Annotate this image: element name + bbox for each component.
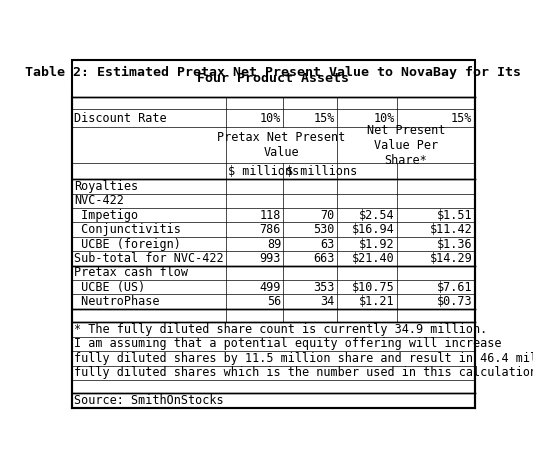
Text: Royalties: Royalties	[74, 180, 138, 193]
Text: $11.42: $11.42	[430, 223, 472, 236]
Text: $21.40: $21.40	[352, 252, 394, 265]
Text: Conjunctivitis: Conjunctivitis	[74, 223, 181, 236]
Text: fully diluted shares by 11.5 million share and result in 46.4 million: fully diluted shares by 11.5 million sha…	[74, 352, 533, 365]
Text: Discount Rate: Discount Rate	[74, 112, 167, 125]
Text: $ millions: $ millions	[228, 165, 300, 178]
Text: Pretax Net Present
Value: Pretax Net Present Value	[217, 131, 345, 159]
Text: Pretax cash flow: Pretax cash flow	[74, 266, 188, 279]
Text: 70: 70	[320, 209, 335, 222]
Text: Net Present
Value Per
Share*: Net Present Value Per Share*	[367, 124, 445, 167]
Text: 786: 786	[260, 223, 281, 236]
Text: UCBE (foreign): UCBE (foreign)	[74, 238, 181, 250]
Text: 499: 499	[260, 281, 281, 294]
Text: Source: SmithOnStocks: Source: SmithOnStocks	[74, 394, 224, 407]
Text: $16.94: $16.94	[352, 223, 394, 236]
Text: Impetigo: Impetigo	[74, 209, 138, 222]
Text: $2.54: $2.54	[359, 209, 394, 222]
Text: $10.75: $10.75	[352, 281, 394, 294]
Text: 353: 353	[313, 281, 335, 294]
Text: * The fully diluted share count is currently 34.9 million.: * The fully diluted share count is curre…	[74, 323, 487, 336]
Text: 663: 663	[313, 252, 335, 265]
Text: 993: 993	[260, 252, 281, 265]
Text: $1.92: $1.92	[359, 238, 394, 250]
Text: 34: 34	[320, 295, 335, 308]
Text: $0.73: $0.73	[437, 295, 472, 308]
Text: 63: 63	[320, 238, 335, 250]
Text: 530: 530	[313, 223, 335, 236]
Text: 56: 56	[266, 295, 281, 308]
Text: NeutroPhase: NeutroPhase	[74, 295, 159, 308]
Text: 10%: 10%	[260, 112, 281, 125]
Text: $1.36: $1.36	[437, 238, 472, 250]
Text: 15%: 15%	[313, 112, 335, 125]
Text: I am assuming that a potential equity offering will increase: I am assuming that a potential equity of…	[74, 338, 502, 350]
Text: 10%: 10%	[373, 112, 394, 125]
Text: $7.61: $7.61	[437, 281, 472, 294]
Text: $1.51: $1.51	[437, 209, 472, 222]
Text: $ millions: $ millions	[286, 165, 357, 178]
Text: 15%: 15%	[451, 112, 472, 125]
Text: 118: 118	[260, 209, 281, 222]
Text: fully diluted shares which is the number used in this calculation.: fully diluted shares which is the number…	[74, 366, 533, 379]
Text: Sub-total for NVC-422: Sub-total for NVC-422	[74, 252, 224, 265]
Text: Table 2: Estimated Pretax Net Present Value to NovaBay for Its: Table 2: Estimated Pretax Net Present Va…	[25, 66, 521, 79]
Text: 89: 89	[266, 238, 281, 250]
Text: $14.29: $14.29	[430, 252, 472, 265]
Text: $1.21: $1.21	[359, 295, 394, 308]
Text: UCBE (US): UCBE (US)	[74, 281, 146, 294]
Text: Four Product Assets: Four Product Assets	[197, 72, 349, 85]
Text: NVC-422: NVC-422	[74, 194, 124, 207]
